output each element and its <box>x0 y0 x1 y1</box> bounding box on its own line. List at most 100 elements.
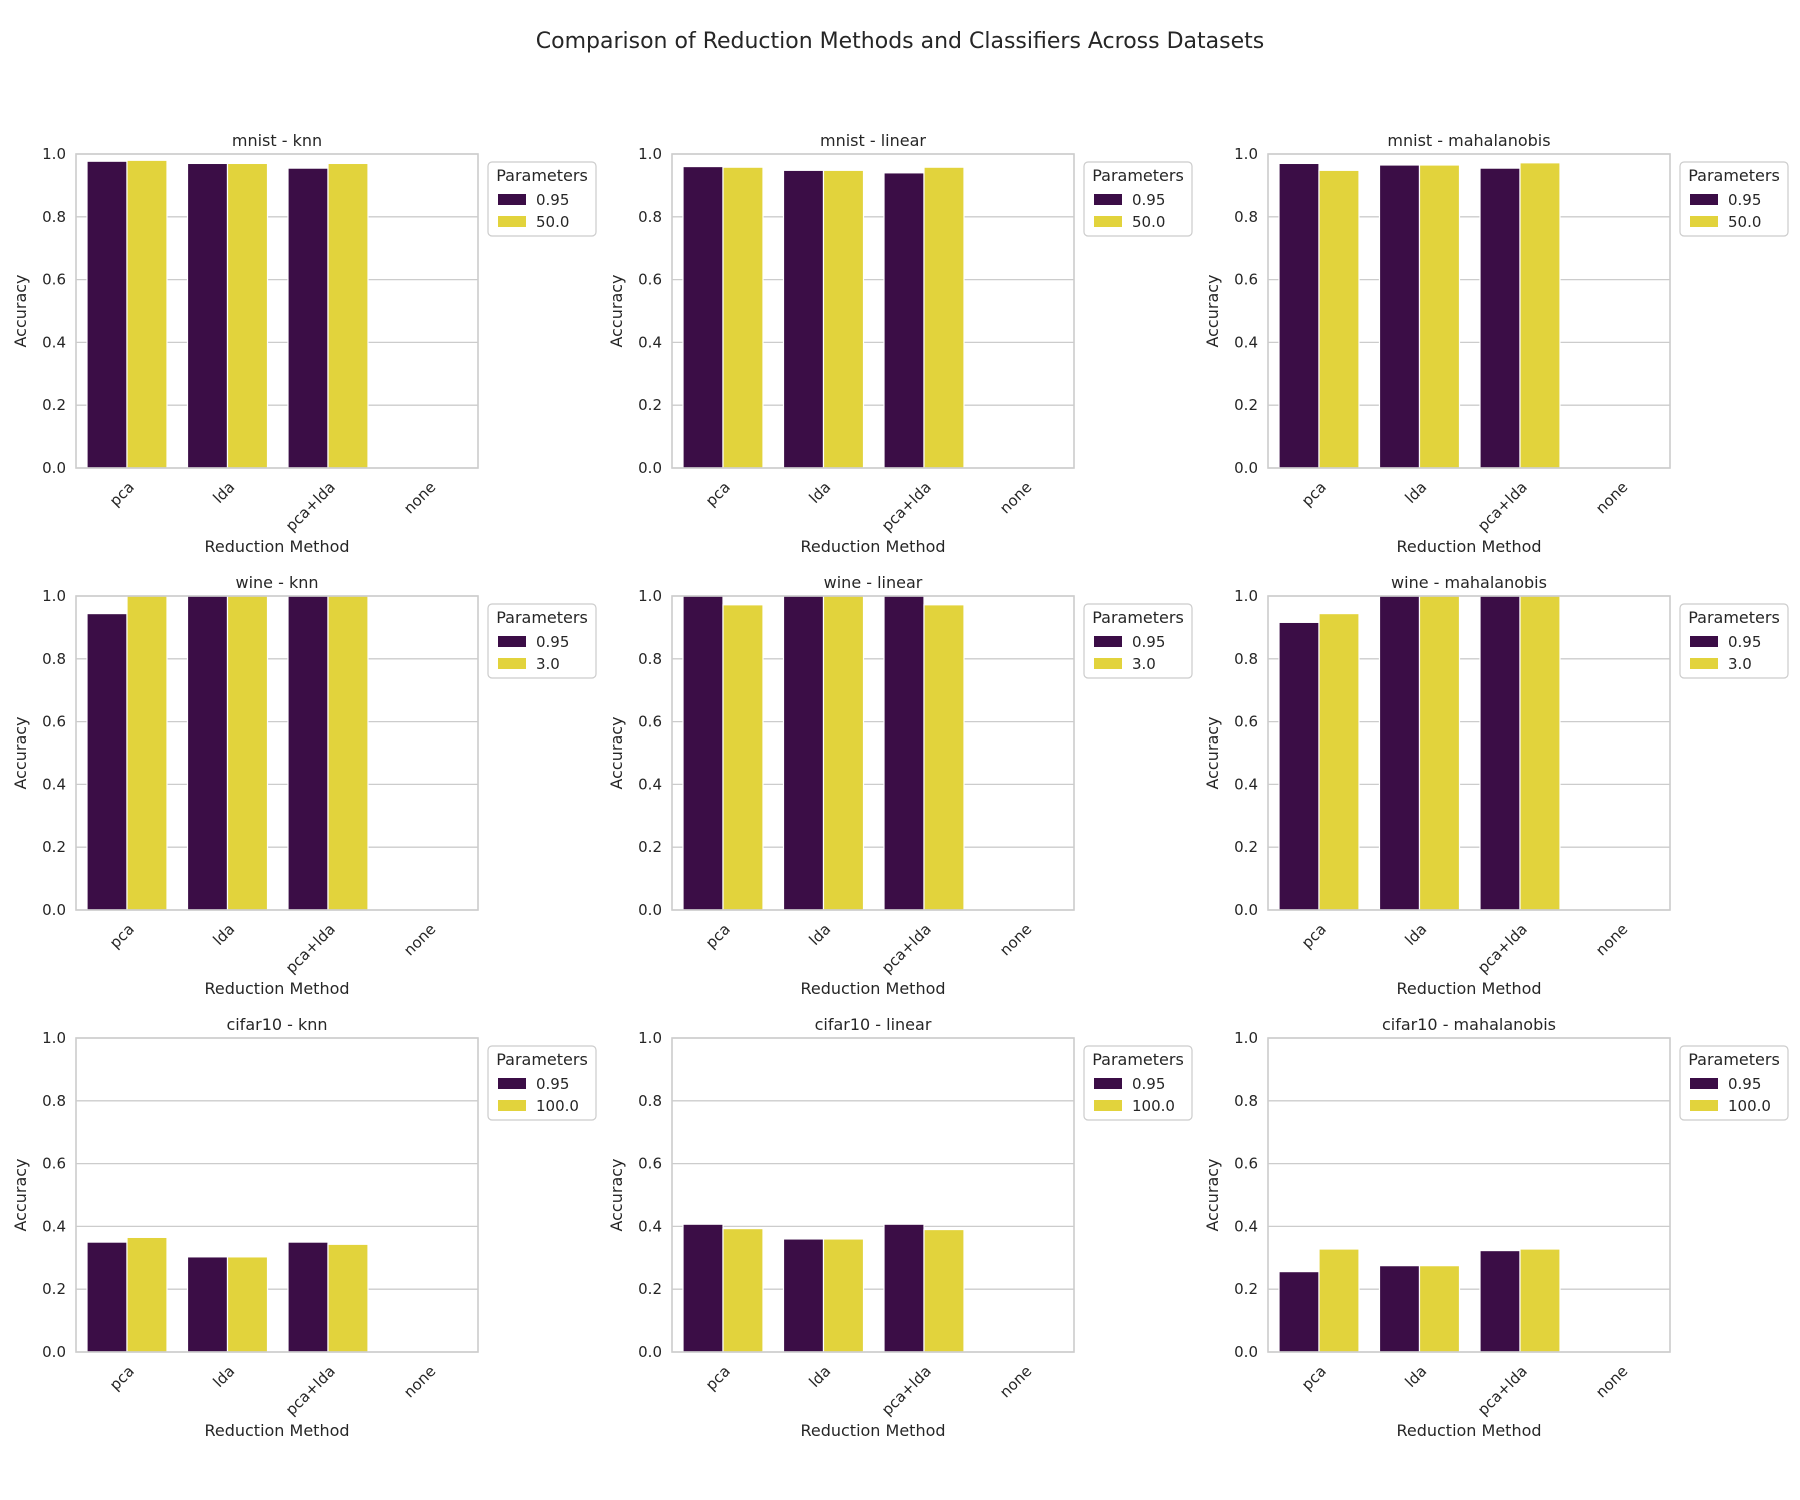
y-tick-label: 0.8 <box>42 1092 66 1110</box>
x-tick-label: pca+lda <box>878 478 935 535</box>
y-tick-label: 0.8 <box>638 650 662 668</box>
bar-pca-plus-lda-3-0 <box>1519 595 1561 911</box>
bar-pca-3-0 <box>722 604 764 911</box>
bar-pca-plus-lda-0-95 <box>287 1241 329 1353</box>
bar-pca-plus-lda-50-0 <box>327 162 369 469</box>
bar-pca-plus-lda-50-0 <box>923 166 965 469</box>
x-axis-label: Reduction Method <box>800 1421 945 1440</box>
y-tick-label: 0.4 <box>42 1217 66 1235</box>
x-axis-label: Reduction Method <box>800 537 945 556</box>
legend: Parameters 0.95 100.0 <box>1679 1045 1789 1121</box>
legend: Parameters 0.95 50.0 <box>1679 161 1789 237</box>
bar-pca-0-95 <box>682 595 724 911</box>
plot-frame <box>1267 1037 1671 1353</box>
y-tick-label: 0.2 <box>42 838 66 856</box>
legend-entry-label: 100.0 <box>1728 1097 1771 1115</box>
bar-pca-3-0 <box>126 595 168 911</box>
bar-pca-50-0 <box>1318 169 1360 469</box>
x-tick-label: lda <box>209 478 238 507</box>
plot-frame <box>75 595 479 911</box>
y-tick-label: 1.0 <box>1234 587 1258 605</box>
subplot-title: wine - mahalanobis <box>1391 573 1547 592</box>
y-tick-label: 0.8 <box>1234 1092 1258 1110</box>
legend-title: Parameters <box>1688 166 1780 185</box>
y-tick-label: 0.8 <box>638 1092 662 1110</box>
x-tick-label: none <box>400 478 439 517</box>
legend: Parameters 0.95 100.0 <box>1083 1045 1193 1121</box>
x-tick-label: pca <box>106 1362 138 1394</box>
plot-frame <box>75 153 479 469</box>
x-tick-label: pca+lda <box>282 1362 339 1419</box>
y-tick-label: 0.6 <box>42 713 66 731</box>
y-tick-label: 0.6 <box>638 1155 662 1173</box>
legend: Parameters 0.95 3.0 <box>487 603 597 679</box>
subplot-wine-knn: 0.0 0.2 0.4 0.6 0.8 1.0 pca lda pca+lda none wine … <box>11 573 597 998</box>
bar-pca-50-0 <box>722 166 764 469</box>
legend-entry-label: 50.0 <box>536 213 569 231</box>
bar-pca-plus-lda-0-95 <box>883 1223 925 1353</box>
subplot-grid: 0.0 0.2 0.4 0.6 0.8 1.0 pca lda pca+lda none mnist… <box>11 131 1789 1440</box>
x-axis-label: Reduction Method <box>204 537 349 556</box>
bar-lda-0-95 <box>1378 595 1421 911</box>
y-axis-label: Accuracy <box>1203 274 1222 347</box>
bar-pca-plus-lda-0-95 <box>1479 595 1521 911</box>
subplot-title: mnist - knn <box>232 131 322 150</box>
legend-swatch <box>498 658 526 669</box>
x-tick-label: none <box>1592 1362 1631 1401</box>
legend-entry-label: 0.95 <box>536 1075 569 1093</box>
legend-title: Parameters <box>496 608 588 627</box>
y-tick-label: 0.4 <box>42 775 66 793</box>
legend-swatch <box>1690 1078 1718 1089</box>
x-axis-label: Reduction Method <box>1396 979 1541 998</box>
y-tick-label: 1.0 <box>42 587 66 605</box>
plot-frame <box>75 1037 479 1353</box>
legend-swatch <box>1690 1100 1718 1111</box>
x-tick-label: pca+lda <box>282 920 339 977</box>
legend: Parameters 0.95 50.0 <box>487 161 597 237</box>
bar-lda-0-95 <box>782 1238 825 1353</box>
bar-pca-plus-lda-50-0 <box>1519 162 1561 469</box>
legend-swatch <box>1094 194 1122 205</box>
bar-lda-50-0 <box>1418 164 1461 469</box>
legend-swatch <box>1690 216 1718 227</box>
bar-pca-plus-lda-100-0 <box>1519 1248 1561 1353</box>
x-tick-label: pca+lda <box>878 1362 935 1419</box>
y-tick-label: 0.6 <box>1234 713 1258 731</box>
bar-lda-0-95 <box>1378 164 1421 469</box>
subplot-title: wine - knn <box>235 573 318 592</box>
bar-pca-100-0 <box>126 1236 168 1353</box>
x-tick-label: pca <box>1298 478 1330 510</box>
legend-swatch <box>498 1078 526 1089</box>
y-tick-label: 0.0 <box>1234 459 1258 477</box>
legend-title: Parameters <box>1092 608 1184 627</box>
y-tick-label: 0.6 <box>638 713 662 731</box>
bar-lda-0-95 <box>782 169 825 469</box>
y-tick-label: 0.2 <box>1234 396 1258 414</box>
bar-lda-3-0 <box>226 595 269 911</box>
y-axis-label: Accuracy <box>11 274 30 347</box>
bar-pca-plus-lda-0-95 <box>883 172 925 469</box>
bar-pca-0-95 <box>682 1223 724 1353</box>
y-tick-label: 0.6 <box>42 1155 66 1173</box>
y-tick-label: 0.0 <box>42 459 66 477</box>
x-tick-label: pca <box>106 478 138 510</box>
x-tick-label: lda <box>805 1362 834 1391</box>
subplot-wine-mahalanobis: 0.0 0.2 0.4 0.6 0.8 1.0 pca lda pca+lda none wine … <box>1203 573 1789 998</box>
legend-swatch <box>1094 1100 1122 1111</box>
bar-pca-0-95 <box>86 160 128 469</box>
legend-swatch <box>498 636 526 647</box>
x-axis-label: Reduction Method <box>204 979 349 998</box>
bar-pca-0-95 <box>1278 621 1320 911</box>
legend-entry-label: 3.0 <box>1132 655 1156 673</box>
legend-entry-label: 0.95 <box>1728 1075 1761 1093</box>
legend-title: Parameters <box>496 166 588 185</box>
legend-entry-label: 100.0 <box>536 1097 579 1115</box>
subplot-mnist-mahalanobis: 0.0 0.2 0.4 0.6 0.8 1.0 pca lda pca+lda none mnist… <box>1203 131 1789 556</box>
y-tick-label: 0.2 <box>1234 1280 1258 1298</box>
legend-swatch <box>1094 1078 1122 1089</box>
bar-lda-3-0 <box>822 595 865 911</box>
y-tick-label: 0.4 <box>1234 775 1258 793</box>
legend-entry-label: 0.95 <box>1728 633 1761 651</box>
bar-lda-100-0 <box>226 1256 269 1353</box>
